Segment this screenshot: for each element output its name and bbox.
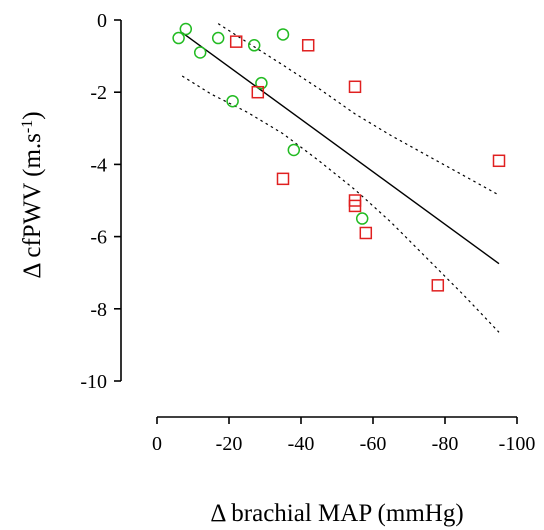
y-axis-title-sup: -1 <box>19 120 36 133</box>
x-tick-label: -80 <box>432 433 459 455</box>
data-point-square <box>251 85 265 99</box>
ci-upper-line <box>217 23 500 196</box>
y-tick-label: -8 <box>90 299 107 321</box>
data-point-circle <box>247 39 261 52</box>
data-point-circle <box>226 94 239 108</box>
data-point-circle <box>179 22 193 36</box>
x-tick-label: -20 <box>216 433 243 455</box>
data-point-square <box>348 199 362 213</box>
y-axis-title-main: Δ cfPWV (m.s <box>19 133 46 278</box>
data-point-circle <box>255 76 268 90</box>
data-point-square <box>348 80 362 94</box>
x-tick-label: -60 <box>360 433 387 455</box>
data-point-square <box>301 39 315 52</box>
ci-lower-line <box>181 75 500 333</box>
y-tick-label: -4 <box>90 154 107 176</box>
y-tick-label: -10 <box>80 371 107 393</box>
data-point-square <box>359 226 373 240</box>
y-tick-label: 0 <box>97 10 107 32</box>
data-point-circle <box>193 46 207 59</box>
data-point-circle <box>287 143 301 157</box>
confidence-bands <box>181 23 500 333</box>
data-points <box>172 22 506 292</box>
data-point-circle <box>355 212 369 225</box>
x-tick-label: -40 <box>288 433 315 455</box>
data-point-square <box>229 35 243 48</box>
data-point-circle <box>211 31 225 45</box>
data-point-square <box>492 154 506 168</box>
x-axis-title: Δ brachial MAP (mmHg) <box>210 500 463 527</box>
data-point-circle <box>172 31 185 45</box>
x-tick-label: 0 <box>152 433 162 455</box>
axes: 0-2-4-6-8-100 -20 -40 -60 -80 -100 <box>80 10 535 455</box>
y-tick-label: -2 <box>90 82 107 104</box>
data-point-square <box>431 279 445 292</box>
data-point-circle <box>276 28 290 41</box>
regression-line <box>181 32 500 265</box>
data-point-square <box>276 172 290 186</box>
y-tick-label: -6 <box>90 227 107 249</box>
y-axis-title-end: ) <box>19 111 46 119</box>
x-tick-label: -100 <box>499 433 536 455</box>
regression-line-group <box>181 32 500 265</box>
y-axis-title: Δ cfPWV (m.s-1) <box>19 111 47 278</box>
